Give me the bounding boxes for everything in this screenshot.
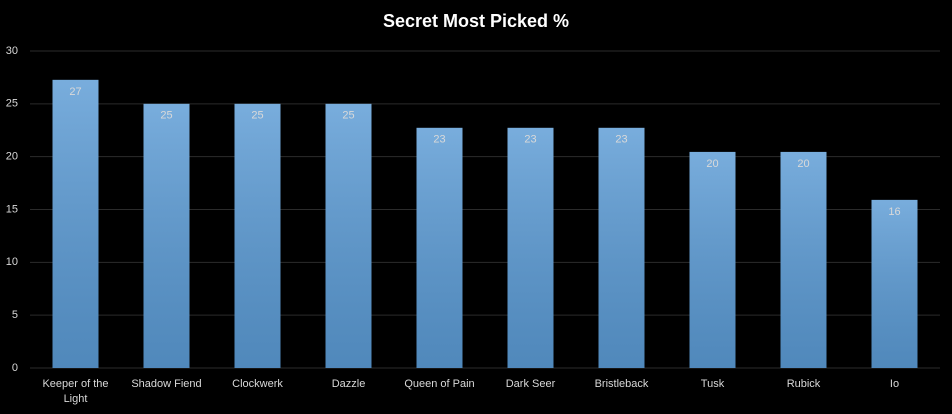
value-label: 20 [797,158,809,170]
bar [143,103,190,368]
x-tick-label: Shadow Fiend [131,378,202,390]
chart-title: Secret Most Picked % [383,11,569,31]
bar [689,151,736,368]
y-tick-label: 20 [6,151,18,163]
value-label: 27 [69,86,81,98]
bar [780,151,827,368]
x-tick-label: Bristleback [594,378,649,390]
value-label: 23 [433,134,445,146]
x-tick-label: Queen of Pain [404,378,475,390]
y-tick-label: 10 [6,256,18,268]
x-tick-label: Dark Seer [505,378,556,390]
value-label: 25 [251,110,263,122]
value-label: 20 [706,158,718,170]
y-tick-label: 0 [12,362,18,374]
y-tick-label: 15 [6,203,18,215]
bar [234,103,281,368]
x-tick-label: Io [889,378,900,390]
x-tick-label: Keeper of the Light [42,378,109,405]
bar [598,127,645,368]
value-label: 25 [160,110,172,122]
bar [325,103,372,368]
x-tick-label: Clockwerk [232,378,283,390]
value-label: 23 [615,134,627,146]
value-label: 23 [524,134,536,146]
bar [416,127,463,368]
value-label: 25 [342,110,354,122]
x-tick-label: Dazzle [331,378,366,390]
x-tick-label: Tusk [700,378,725,390]
y-tick-label: 25 [6,98,18,110]
x-tick-label: Rubick [786,378,821,390]
bar [52,79,99,369]
y-tick-label: 30 [6,45,18,57]
value-label: 16 [888,206,900,218]
bar [507,127,554,368]
bar [871,199,918,368]
y-tick-label: 5 [12,309,18,321]
